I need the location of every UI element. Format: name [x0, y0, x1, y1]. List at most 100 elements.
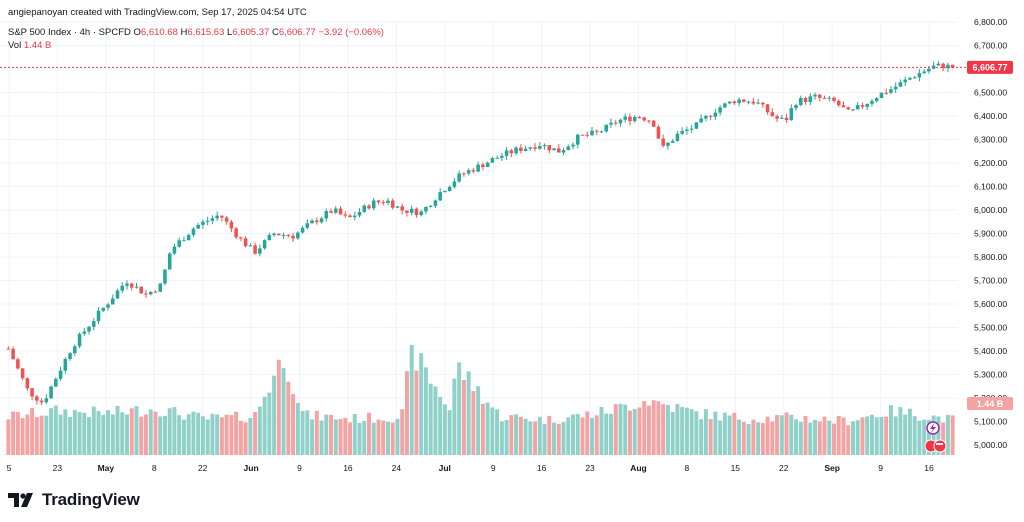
- volume-bar: [912, 416, 917, 455]
- candle-body: [694, 122, 699, 129]
- volume-bar: [713, 411, 718, 455]
- candle-body: [310, 220, 314, 224]
- tradingview-logo-icon: [8, 493, 33, 507]
- candle-body: [874, 98, 879, 102]
- volume-bar: [537, 416, 542, 455]
- candle-body: [519, 147, 523, 151]
- candle-body: [618, 119, 623, 124]
- volume-bar: [893, 416, 898, 455]
- candle-body: [889, 89, 893, 93]
- volume-legend[interactable]: Vol 1.44 B: [8, 40, 51, 51]
- candle-body: [281, 234, 286, 236]
- time-tick-label: 8: [152, 463, 157, 473]
- volume-bar: [561, 422, 566, 455]
- volume-bar: [291, 394, 296, 455]
- volume-bar: [708, 419, 713, 455]
- last-price-badge: 6,606.77: [967, 60, 1013, 74]
- price-tick-label: 6,000.00: [974, 205, 1007, 215]
- candle-body: [898, 82, 903, 87]
- candle-body: [182, 240, 186, 242]
- candle-body: [751, 101, 756, 104]
- candle-body: [205, 220, 210, 222]
- symbol-name[interactable]: S&P 500 Index · 4h · SPCFD: [8, 27, 131, 38]
- candle-body: [485, 162, 490, 168]
- last-price-label: 6,606.77: [972, 62, 1007, 72]
- candle-body: [92, 321, 96, 327]
- volume-bar: [941, 422, 946, 455]
- candles: [6, 61, 955, 406]
- volume-bar: [746, 424, 751, 455]
- volume-bar: [238, 420, 243, 455]
- volume-bar: [11, 411, 16, 455]
- candle-body: [296, 232, 300, 239]
- volume-bar: [775, 415, 780, 455]
- volume-bar: [461, 380, 466, 455]
- volume-bar: [760, 423, 765, 455]
- volume-bar: [751, 419, 756, 455]
- candle-body: [125, 283, 129, 286]
- volume-bar: [272, 375, 277, 455]
- volume-bar: [884, 416, 889, 455]
- tradingview-wordmark: TradingView: [42, 490, 140, 509]
- candle-body: [713, 112, 718, 117]
- candle-body: [893, 86, 898, 90]
- candle-body: [542, 145, 547, 147]
- candle-body: [822, 97, 827, 99]
- candle-body: [514, 147, 518, 154]
- volume-bar: [917, 420, 922, 455]
- candle-body: [528, 147, 533, 149]
- volume-bar: [936, 416, 941, 455]
- volume-bar: [210, 413, 215, 455]
- candle-body: [500, 155, 504, 158]
- candle-body: [229, 221, 234, 229]
- price-tick-label: 5,400.00: [974, 346, 1007, 356]
- volume-bar: [167, 408, 172, 455]
- volume-bar: [552, 422, 557, 455]
- candle-body: [414, 208, 419, 216]
- candle-body: [177, 240, 181, 247]
- price-tick-label: 5,000.00: [974, 440, 1007, 450]
- candle-body: [352, 215, 357, 218]
- candle-body: [594, 130, 599, 132]
- volume-bar: [457, 362, 462, 455]
- volume-bar: [585, 411, 590, 455]
- volume-bar: [177, 415, 182, 455]
- volume-bar: [471, 390, 476, 455]
- candle-body: [58, 370, 63, 379]
- tradingview-logo[interactable]: TradingView: [8, 490, 140, 510]
- candle-body: [462, 173, 466, 175]
- volume-bar: [836, 415, 841, 455]
- volume-bar: [851, 421, 855, 455]
- volume-bar: [623, 404, 628, 455]
- candle-body: [765, 104, 770, 113]
- volume-bar: [200, 416, 205, 455]
- volume-bar: [514, 414, 519, 455]
- price-tick-label: 6,500.00: [974, 88, 1007, 98]
- candle-body: [452, 181, 457, 187]
- candle-body: [950, 64, 955, 68]
- candle-body: [623, 116, 627, 120]
- volume-bar: [153, 411, 158, 455]
- event-icons[interactable]: [924, 421, 947, 453]
- candle-body: [604, 124, 609, 132]
- candle-body: [946, 64, 950, 69]
- volume-bar: [627, 410, 632, 455]
- volume-bar: [798, 421, 803, 455]
- volume-bar: [386, 421, 390, 455]
- volume-bar: [784, 412, 789, 455]
- us-flag-icon-2[interactable]: [933, 439, 947, 453]
- volume-bar: [257, 406, 262, 455]
- volume-bar: [926, 419, 931, 455]
- volume-bar: [305, 410, 310, 455]
- price-axis[interactable]: 6,800.006,700.006,600.006,500.006,400.00…: [974, 17, 1007, 450]
- volume-bar: [779, 415, 784, 455]
- candle-body: [827, 97, 832, 99]
- volume-bar: [580, 417, 585, 455]
- volume-bar: [329, 414, 334, 455]
- volume-bar: [452, 378, 457, 455]
- candle-body: [580, 134, 585, 136]
- time-axis[interactable]: 5 23 May 8 22 Jun 9 16 24 Jul 9 16 23 Aug 8 15 22 Sep 9 16: [7, 463, 934, 473]
- candle-body: [63, 358, 68, 371]
- symbol-legend[interactable]: S&P 500 Index · 4h · SPCFD O6,610.68 H6,…: [8, 27, 384, 38]
